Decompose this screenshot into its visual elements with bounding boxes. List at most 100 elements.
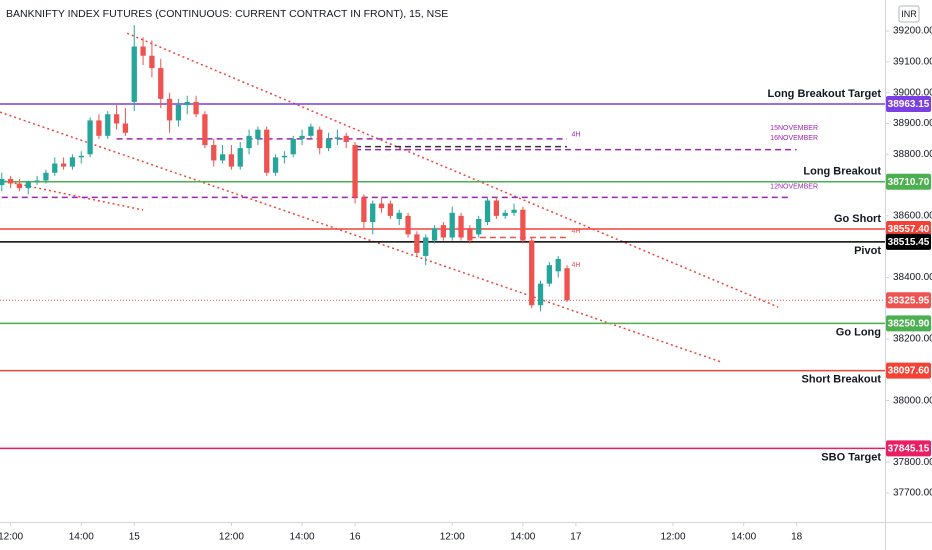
candle-body [122,123,129,133]
level-label: Go Short [834,213,881,225]
candle-body [193,101,199,115]
price-badge-label: 38963.15 [888,99,930,110]
candle-body [25,182,31,189]
candle-body [202,114,208,146]
x-tick-label: 12:00 [219,532,244,543]
candle-body [440,225,447,238]
candle-body [228,154,235,167]
candle-body [131,46,137,102]
candle-body [290,138,296,155]
candle-body [255,129,261,139]
candle-body [361,197,367,223]
price-badge-label: 38250.90 [888,319,930,330]
level-label: Pivot [854,245,881,257]
candle-body [396,212,402,219]
trend-line [0,179,144,211]
price-badge [886,292,931,309]
candle-body [537,283,544,306]
candle-body [264,129,270,173]
candle-body [343,135,349,142]
candle-body [78,155,84,158]
annotation: 4H [571,262,580,269]
price-badge [886,173,931,190]
annotation: 4H [571,228,580,235]
x-tick-label: 15 [129,532,141,543]
candle-body [105,114,111,136]
candle-body [467,228,473,241]
candle-body [378,203,385,209]
candle-body [529,240,535,306]
candle-body [317,129,323,149]
chart-title: BANKNIFTY INDEX FUTURES (CONTINUOUS: CUR… [6,8,448,20]
candle-body [246,135,252,149]
x-tick-label: 12:00 [0,532,24,543]
x-tick-label: 14:00 [290,532,315,543]
price-badge [886,233,931,250]
price-badge-label: 38325.95 [888,295,930,306]
candle-body [158,68,164,99]
price-badge-label: 37845.15 [888,443,930,454]
level-label: Short Breakout [802,374,882,386]
price-badge [886,362,931,379]
price-badge-label: 38097.60 [888,366,930,377]
candle-body [352,145,358,198]
candle-body [175,105,182,121]
candle-body [166,98,173,121]
candle-body [60,163,67,167]
price-badge-label: 38710.70 [888,177,930,188]
x-tick-label: 12:00 [661,532,686,543]
currency: INR [901,9,917,19]
y-tick-label: 39100.00 [893,57,932,68]
candle-body [387,203,394,216]
candle-body [69,157,76,167]
candle-body [308,126,314,136]
price-badge-label: 38557.40 [888,224,930,235]
x-tick-label: 16 [349,532,361,543]
level-label: Long Breakout [803,166,881,178]
candle-body [16,183,23,189]
candle-body [546,265,553,284]
y-tick-label: 37700.00 [893,488,932,499]
candle-body [237,148,243,167]
candle-body [87,120,93,155]
candle-body [458,215,464,238]
candle-body [484,200,491,223]
x-tick-label: 17 [570,532,582,543]
y-tick-label: 37800.00 [893,457,932,468]
candle-body [52,163,58,173]
annotation: 16NOVEMBER [770,135,818,142]
candle-body [502,212,508,216]
candle-body [281,155,288,158]
y-tick-label: 38600.00 [893,211,932,222]
y-tick-label: 38400.00 [893,272,932,283]
x-tick-label: 12:00 [440,532,465,543]
candle-body [299,135,305,139]
price-badge [886,221,931,238]
x-tick-label: 14:00 [69,532,94,543]
x-tick-label: 14:00 [510,532,535,543]
price-badge [886,440,931,457]
candle-body [184,101,190,106]
candle-body [272,157,279,173]
candle-body [0,178,5,186]
y-tick-label: 38200.00 [893,334,932,345]
trend-line [0,111,722,363]
candle-body [414,234,420,253]
x-tick-label: 14:00 [731,532,756,543]
candle-body [325,138,332,149]
candle-body [7,178,14,184]
candle-body [564,268,570,301]
candle-body [370,203,376,223]
currency-box [898,5,920,23]
candle-body [140,46,146,56]
candle-body [334,137,341,139]
candle-body [149,55,155,69]
candle-body [211,145,217,161]
candle-body [555,258,561,272]
level-label: Long Breakout Target [768,88,882,100]
y-tick-label: 39000.00 [893,87,932,98]
annotation: 12NOVEMBER [770,183,818,190]
y-tick-label: 38800.00 [893,149,932,160]
